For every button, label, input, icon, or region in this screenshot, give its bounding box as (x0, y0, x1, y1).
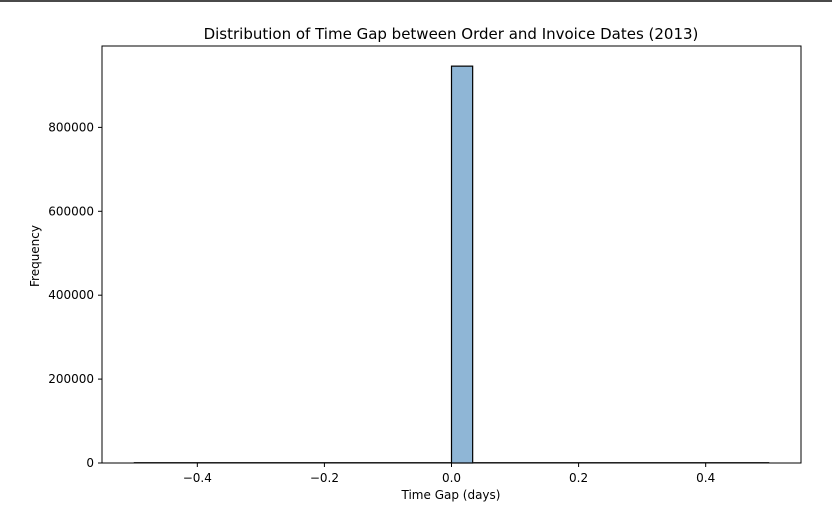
histogram-bar-1 (450, 65, 474, 464)
y-tick-label: 400000 (48, 288, 94, 302)
y-tick-label: 800000 (48, 120, 94, 134)
y-axis-ticks: 0 200000 400000 600000 800000 (48, 120, 102, 470)
plot-frame (101, 45, 802, 464)
y-tick-label: 600000 (48, 204, 94, 218)
y-axis-label: Frequency (28, 225, 42, 287)
x-tick-label: 0.4 (696, 471, 715, 485)
x-tick-label: −0.4 (183, 471, 212, 485)
window-top-border (0, 0, 832, 2)
x-tick-label: 0.0 (442, 471, 461, 485)
x-axis-label: Time Gap (days) (401, 488, 501, 502)
chart-title: Distribution of Time Gap between Order a… (204, 25, 699, 43)
bars-group (133, 65, 770, 464)
y-tick-label: 0 (86, 456, 94, 470)
x-tick-label: 0.2 (569, 471, 588, 485)
x-axis-ticks: −0.4 −0.2 0.0 0.2 0.4 (183, 463, 715, 485)
y-tick-label: 200000 (48, 372, 94, 386)
x-tick-label: −0.2 (310, 471, 339, 485)
